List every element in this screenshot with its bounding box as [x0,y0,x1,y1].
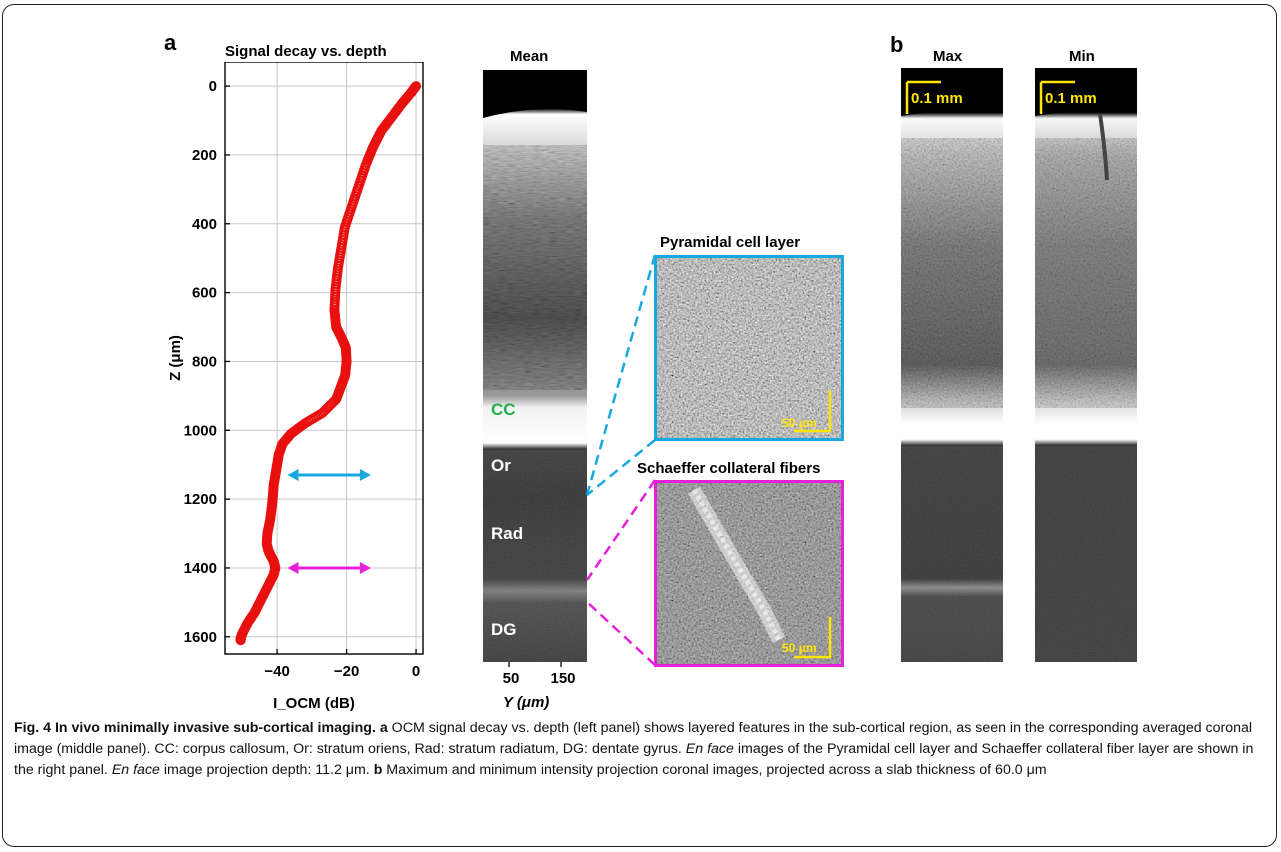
y-axis-label: Z (μm) [167,335,184,381]
x-axis-label: I_OCM (dB) [273,695,355,712]
min-title: Min [1069,48,1095,65]
caption-a-text1: OCM signal decay vs. depth (left panel) … [14,720,1253,757]
pyramidal-inset-image [654,255,844,441]
plot-frame [224,62,424,655]
mean-x-label: Y (μm) [503,694,550,711]
y-tick-label: 600 [192,285,217,302]
y-tick-label: 1600 [184,629,217,646]
plot-title: Signal decay vs. depth [225,43,387,60]
mean-coronal-image [483,70,587,662]
figure-caption: Fig. 4 In vivo minimally invasive sub-co… [14,718,1270,781]
caption-en-face-2: En face [111,762,160,778]
mean-x-tick-150: 150 [550,670,576,687]
mean-x-axis [508,662,562,667]
arrow-head-right-cyan [359,469,371,482]
panel-label-b: b [890,32,904,57]
pyramidal-scale-label: 50 μm [782,416,817,430]
y-tick-label: 0 [209,78,217,95]
max-scale-label: 0.1 mm [911,90,963,107]
layer-label-rad: Rad [491,524,524,543]
caption-a-text3: image projection depth: 11.2 μm. [159,762,374,778]
max-projection-image [901,68,1003,662]
y-tick-label: 200 [192,147,217,164]
caption-a-text2: images of the Pyramidal cell layer and S… [14,741,1254,778]
y-tick-label: 800 [192,353,217,370]
panel-label-a: a [164,30,177,55]
y-tick-label: 1000 [184,422,217,439]
data-point [235,635,246,646]
y-tick-label: 1200 [184,491,217,508]
min-scale-label: 0.1 mm [1045,90,1097,107]
arrow-head-left-magenta [287,561,299,574]
y-tick-label: 400 [192,216,217,233]
max-title: Max [933,48,963,65]
schaeffer-scale-label: 50 μm [782,641,817,655]
layer-label-cc: CC [491,400,516,419]
mean-x-tick-50: 50 [502,670,520,687]
caption-a-label: a [379,720,388,736]
inset-connectors [585,254,657,666]
x-tick-label: −20 [334,663,359,680]
x-tick-label: −40 [264,663,289,680]
x-tick-label: 0 [412,663,420,680]
schaeffer-title: Schaeffer collateral fibers [637,460,821,477]
figure-frame [2,4,1277,847]
schaeffer-inset-image [654,480,844,667]
caption-lead: Fig. 4 In vivo minimally invasive sub-co… [14,720,376,736]
caption-b-label: b [373,762,383,778]
layer-label-or: Or [491,456,511,475]
min-projection-image [1035,68,1137,662]
arrow-head-left-cyan [287,469,299,482]
caption-b-text: Maximum and minimum intensity projection… [382,762,1047,778]
y-tick-label: 1400 [184,560,217,577]
signal-decay-chart: −40 −20 0 0 200 400 600 800 1000 1200 1400 1600 Z (μ… [167,62,424,712]
pyramidal-title: Pyramidal cell layer [660,234,801,251]
arrow-head-right-magenta [359,561,371,574]
layer-label-dg: DG [491,620,517,639]
caption-en-face: En face [685,741,734,757]
mean-title: Mean [510,48,549,65]
